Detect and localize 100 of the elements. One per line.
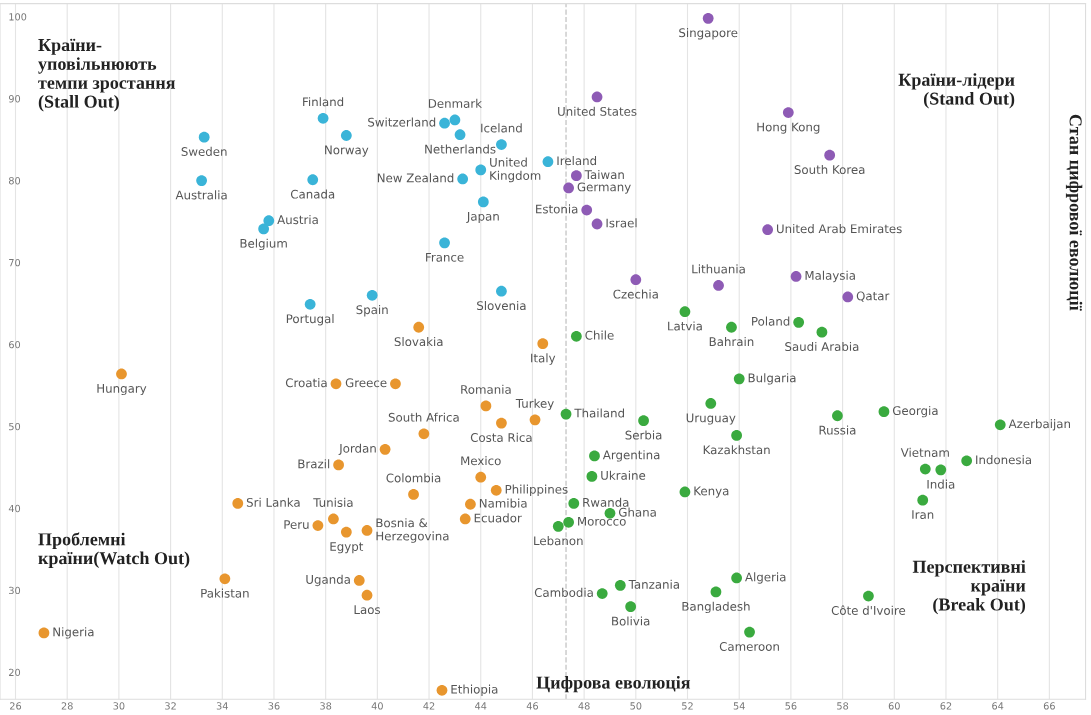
point (529, 414, 541, 426)
annotation: Estonia (536, 204, 578, 214)
annotation: Taiwan (584, 169, 624, 180)
annotation: Peru (284, 520, 309, 529)
annotation: Morocco (578, 516, 626, 526)
annotation: Pakistan (201, 588, 249, 598)
point (333, 459, 344, 471)
annotation: Romania (461, 384, 511, 394)
annotation: Jordan (338, 443, 376, 455)
point (878, 406, 890, 418)
point (586, 471, 598, 482)
annotation: Portugal (286, 314, 334, 326)
point (537, 338, 549, 350)
point (679, 486, 691, 498)
point (330, 378, 342, 390)
point (919, 463, 931, 475)
x-tick-label: 60 (888, 702, 900, 710)
point (480, 400, 492, 412)
point (731, 430, 742, 441)
annotation: Georgia (892, 405, 938, 418)
annotation: Ukraine (601, 470, 646, 480)
annotation: Qatar (856, 291, 890, 302)
y-axis-title: Стан цифрової еволюції (1065, 114, 1083, 311)
point (408, 489, 419, 500)
annotation: Latvia (668, 321, 702, 331)
point (304, 298, 316, 310)
annotation: Проблемні країни(Watch Out) (38, 532, 190, 568)
point (917, 494, 929, 506)
annotation: Serbia (625, 430, 662, 440)
y-tick-label: 50 (9, 422, 21, 431)
y-tick-label: 70 (9, 258, 21, 267)
x-tick-label: 64 (992, 702, 1004, 710)
point (570, 170, 582, 182)
point (793, 316, 805, 328)
annotation: Canada (290, 189, 335, 199)
x-tick-label: 50 (630, 702, 642, 710)
point (116, 368, 127, 380)
point (198, 131, 210, 143)
annotation: Poland (752, 316, 790, 326)
annotation: South Korea (794, 164, 865, 175)
annotation: Ethiopia (451, 684, 498, 696)
annotation: Uganda (306, 574, 350, 587)
annotation: Uruguay (686, 413, 736, 425)
point (418, 428, 430, 440)
point (196, 175, 207, 186)
annotation: Cambodia (534, 587, 593, 597)
annotation: Philippines (505, 484, 568, 497)
annotation: Bangladesh (682, 601, 750, 614)
x-tick-label: 44 (475, 702, 487, 710)
annotation: Australia (175, 190, 227, 200)
x-tick-label: 54 (733, 702, 745, 710)
annotation: India (927, 479, 955, 489)
annotation: Bosnia & Herzegovina (376, 518, 449, 543)
x-tick-label: 26 (10, 702, 22, 710)
x-tick-label: 32 (165, 702, 176, 710)
annotation: Brazil (298, 459, 330, 469)
point (361, 589, 373, 601)
point (366, 289, 378, 301)
annotation: Indonesia (976, 455, 1031, 465)
point (842, 291, 854, 303)
annotation: Kazakhstan (703, 445, 770, 455)
annotation: Bolivia (612, 616, 650, 626)
annotation: Tanzania (628, 579, 679, 589)
annotation: Colombia (386, 473, 441, 483)
point (679, 306, 691, 318)
point (733, 373, 745, 385)
point (731, 572, 742, 584)
point (258, 223, 270, 235)
point (710, 586, 722, 598)
annotation: Chile (585, 330, 614, 340)
y-tick-label: 20 (9, 668, 21, 677)
x-tick-label: 62 (940, 702, 952, 710)
point (726, 321, 737, 333)
point (353, 575, 365, 586)
annotation: Laos (354, 605, 381, 615)
point (477, 196, 489, 208)
point (38, 627, 50, 639)
point (542, 156, 554, 168)
point (782, 107, 794, 118)
annotation: Bulgaria (748, 373, 796, 385)
annotation: Italy (531, 353, 556, 365)
annotation: South Africa (388, 412, 459, 422)
point (638, 415, 649, 427)
point (361, 525, 373, 536)
point (436, 684, 448, 696)
annotation: Norway (325, 145, 369, 157)
annotation: Japan (466, 211, 499, 224)
point (475, 471, 487, 483)
annotation: Spain (356, 305, 388, 317)
annotation: Hungary (97, 384, 147, 396)
annotation: Sweden (181, 146, 227, 156)
annotation: Tunisia (313, 497, 353, 507)
y-tick-label: 30 (9, 586, 21, 595)
x-axis-title: Цифрова еволюція (536, 675, 691, 693)
annotation: Azerbaijan (1008, 419, 1070, 431)
y-tick-label: 90 (8, 95, 21, 103)
y-tick-label: 80 (8, 177, 21, 185)
point (390, 378, 401, 390)
annotation: Côte d'Ivoire (831, 605, 906, 615)
annotation: Turkey (515, 398, 554, 411)
